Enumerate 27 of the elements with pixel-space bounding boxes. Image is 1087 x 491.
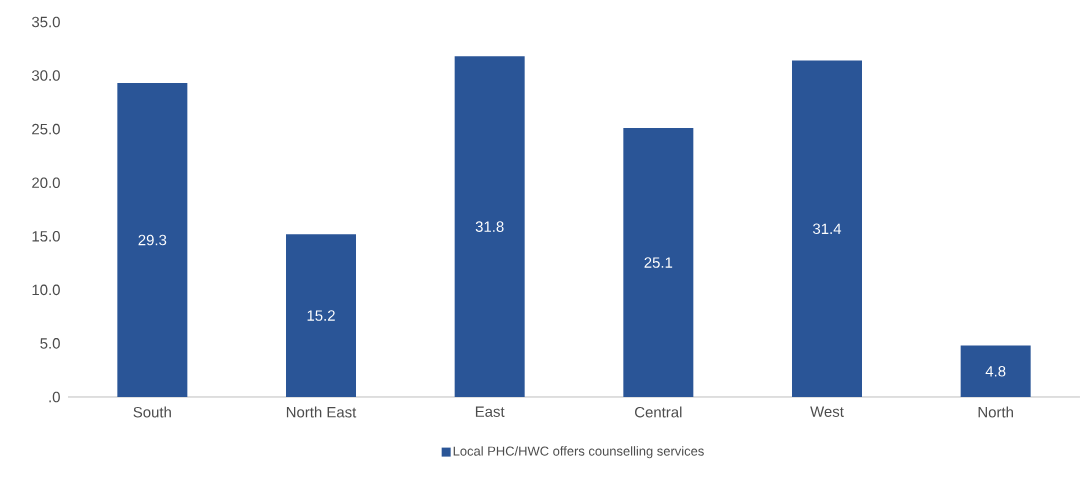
bar <box>286 234 357 397</box>
data-label: 31.8 <box>475 221 504 232</box>
data-label: 15.2 <box>307 310 335 321</box>
y-tick-label: 30.0 <box>31 70 60 81</box>
bar <box>623 128 694 397</box>
data-label: 31.4 <box>813 223 842 235</box>
data-label: 29.3 <box>138 234 167 246</box>
y-tick-label: 10.0 <box>32 284 60 296</box>
x-tick-label: North East <box>286 406 357 418</box>
data-label: 4.8 <box>985 365 1006 377</box>
y-tick-label: 25.0 <box>32 123 60 135</box>
y-tick-label: .0 <box>49 391 60 403</box>
y-tick-label: 5.0 <box>40 338 60 349</box>
x-tick-label: Central <box>635 406 682 418</box>
x-tick-label: North <box>978 406 1013 418</box>
x-tick-label: South <box>133 406 171 418</box>
y-tick-label: 15.0 <box>32 230 60 242</box>
bar <box>792 60 862 397</box>
data-label: 25.1 <box>644 257 673 268</box>
y-tick-label: 35.0 <box>31 16 60 28</box>
x-tick-label: East <box>475 406 505 417</box>
y-tick-label: 20.0 <box>32 177 60 188</box>
bar <box>454 56 525 397</box>
bar <box>117 83 188 397</box>
legend-label: Local PHC/HWC offers counselling services <box>453 446 704 459</box>
bar <box>960 345 1031 397</box>
x-tick-label: West <box>810 406 844 417</box>
